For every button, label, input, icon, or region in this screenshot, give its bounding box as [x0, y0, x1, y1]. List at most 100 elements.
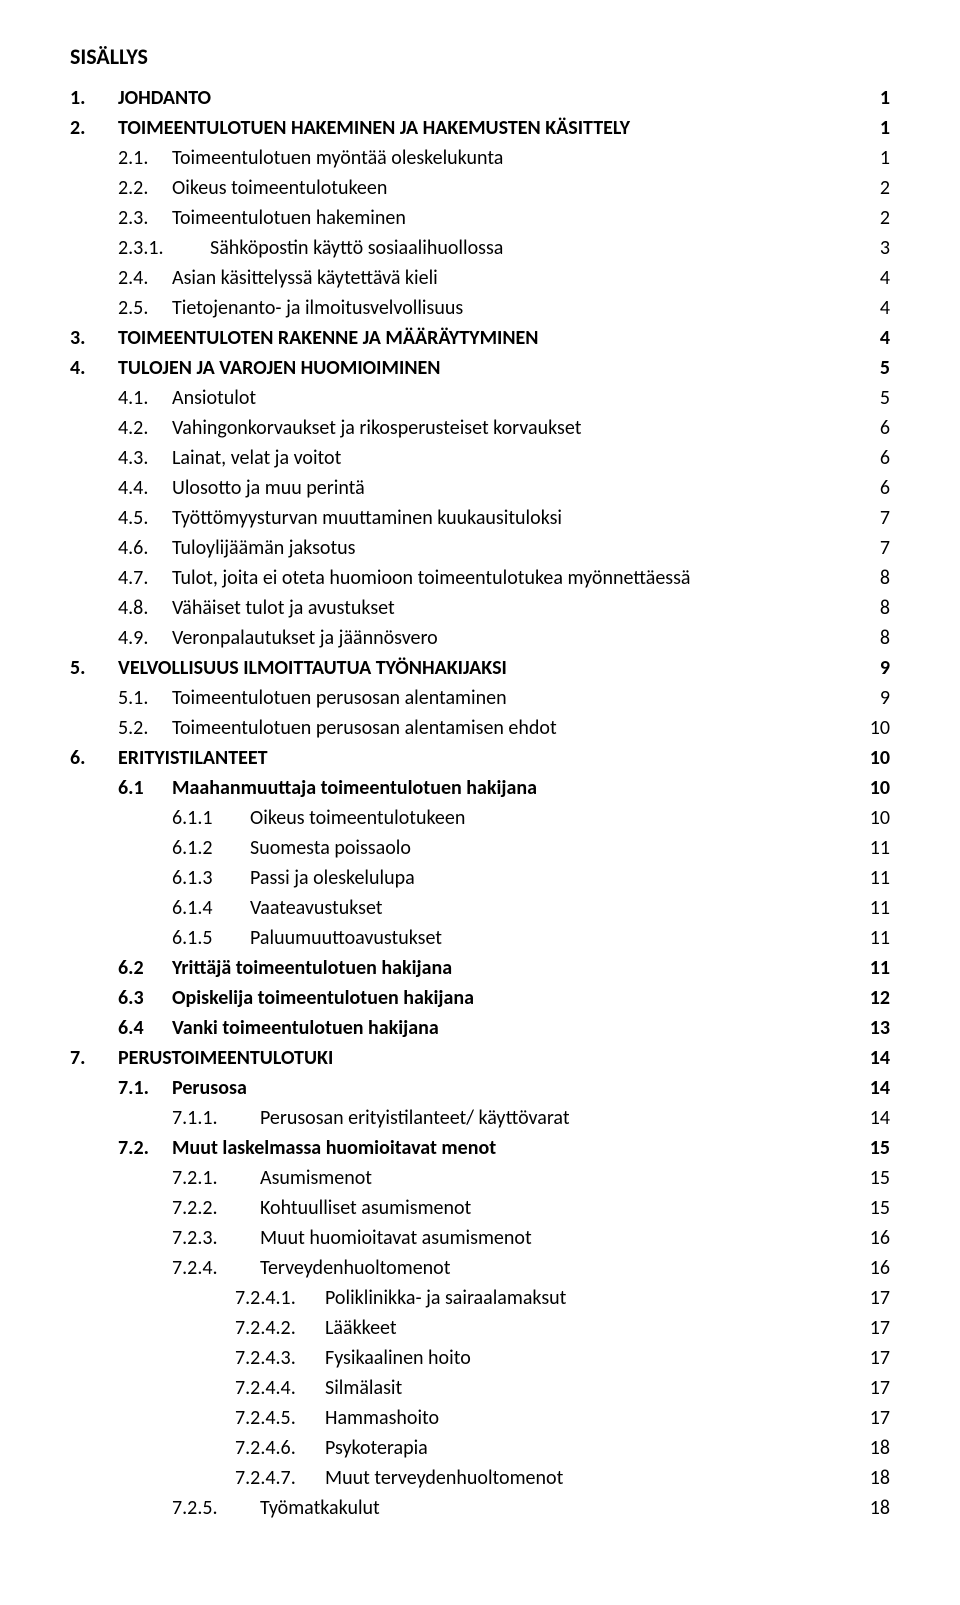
toc-row: 2.TOIMEENTULOTUEN HAKEMINEN JA HAKEMUSTE… — [70, 113, 890, 143]
toc-row: 4.5.Työttömyysturvan muuttaminen kuukaus… — [70, 503, 890, 533]
toc-page: 3 — [860, 233, 890, 263]
toc-row: 2.5.Tietojenanto- ja ilmoitusvelvollisuu… — [70, 293, 890, 323]
toc-label: Vahingonkorvaukset ja rikosperusteiset k… — [172, 413, 860, 443]
toc-row: 7.2.4.Terveydenhuoltomenot16 — [70, 1253, 890, 1283]
toc-number: 7.2.4.4. — [70, 1373, 325, 1403]
toc-row: 5.2.Toimeentulotuen perusosan alentamise… — [70, 713, 890, 743]
toc-page: 14 — [860, 1103, 890, 1133]
toc-row: 6.1Maahanmuuttaja toimeentulotuen hakija… — [70, 773, 890, 803]
toc-label: Työmatkakulut — [260, 1493, 860, 1523]
toc-row: 4.8.Vähäiset tulot ja avustukset8 — [70, 593, 890, 623]
toc-row: 2.4.Asian käsittelyssä käytettävä kieli4 — [70, 263, 890, 293]
toc-label: Terveydenhuoltomenot — [260, 1253, 860, 1283]
toc-page: 4 — [860, 263, 890, 293]
toc-label: Asian käsittelyssä käytettävä kieli — [172, 263, 860, 293]
toc-number: 5. — [70, 653, 118, 683]
toc-number: 6.4 — [70, 1013, 172, 1043]
toc-row: 6.3Opiskelija toimeentulotuen hakijana12 — [70, 983, 890, 1013]
toc-number: 6.1.2 — [70, 833, 250, 863]
toc-row: 7.2.4.3.Fysikaalinen hoito17 — [70, 1343, 890, 1373]
toc-number: 4.6. — [70, 533, 172, 563]
toc-label: JOHDANTO — [118, 83, 860, 113]
toc-page: 1 — [860, 83, 890, 113]
toc-number: 1. — [70, 83, 118, 113]
toc-number: 7.2.4.3. — [70, 1343, 325, 1373]
toc-number: 2.1. — [70, 143, 172, 173]
toc-number: 6. — [70, 743, 118, 773]
toc-number: 7.1.1. — [70, 1103, 260, 1133]
toc-label: Tuloylijäämän jaksotus — [172, 533, 860, 563]
toc-label: Paluumuuttoavustukset — [250, 923, 860, 953]
toc-row: 7.2.4.7.Muut terveydenhuoltomenot18 — [70, 1463, 890, 1493]
toc-page: 11 — [860, 923, 890, 953]
toc-label: Muut terveydenhuoltomenot — [325, 1463, 860, 1493]
toc-row: 4.9.Veronpalautukset ja jäännösvero8 — [70, 623, 890, 653]
toc-label: Vähäiset tulot ja avustukset — [172, 593, 860, 623]
toc-row: 5.1.Toimeentulotuen perusosan alentamine… — [70, 683, 890, 713]
table-of-contents: 1.JOHDANTO12.TOIMEENTULOTUEN HAKEMINEN J… — [70, 83, 890, 1523]
toc-row: 6.1.1Oikeus toimeentulotukeen10 — [70, 803, 890, 833]
toc-title: SISÄLLYS — [70, 40, 890, 73]
toc-page: 8 — [860, 623, 890, 653]
toc-label: Opiskelija toimeentulotuen hakijana — [172, 983, 860, 1013]
toc-label: Muut huomioitavat asumismenot — [260, 1223, 860, 1253]
toc-number: 3. — [70, 323, 118, 353]
toc-row: 7.2.4.2.Lääkkeet17 — [70, 1313, 890, 1343]
toc-row: 6.1.4Vaateavustukset11 — [70, 893, 890, 923]
toc-page: 11 — [860, 833, 890, 863]
toc-row: 7.2.4.4.Silmälasit17 — [70, 1373, 890, 1403]
toc-number: 6.1.1 — [70, 803, 250, 833]
toc-number: 7.2.5. — [70, 1493, 260, 1523]
toc-label: Fysikaalinen hoito — [325, 1343, 860, 1373]
toc-page: 9 — [860, 653, 890, 683]
toc-number: 4.5. — [70, 503, 172, 533]
toc-page: 6 — [860, 413, 890, 443]
toc-row: 4.6.Tuloylijäämän jaksotus7 — [70, 533, 890, 563]
toc-page: 10 — [860, 803, 890, 833]
toc-label: Silmälasit — [325, 1373, 860, 1403]
toc-row: 2.1.Toimeentulotuen myöntää oleskelukunt… — [70, 143, 890, 173]
toc-number: 4.9. — [70, 623, 172, 653]
toc-page: 14 — [860, 1073, 890, 1103]
toc-row: 4.4.Ulosotto ja muu perintä6 — [70, 473, 890, 503]
toc-row: 7.2.3.Muut huomioitavat asumismenot16 — [70, 1223, 890, 1253]
toc-label: Tulot, joita ei oteta huomioon toimeentu… — [172, 563, 860, 593]
toc-page: 17 — [860, 1403, 890, 1433]
toc-row: 5.VELVOLLISUUS ILMOITTAUTUA TYÖNHAKIJAKS… — [70, 653, 890, 683]
toc-page: 13 — [860, 1013, 890, 1043]
toc-page: 11 — [860, 953, 890, 983]
toc-page: 4 — [860, 323, 890, 353]
toc-page: 11 — [860, 863, 890, 893]
toc-number: 7. — [70, 1043, 118, 1073]
toc-number: 4. — [70, 353, 118, 383]
toc-row: 6.4Vanki toimeentulotuen hakijana13 — [70, 1013, 890, 1043]
toc-row: 7.1.1.Perusosan erityistilanteet/ käyttö… — [70, 1103, 890, 1133]
toc-page: 6 — [860, 473, 890, 503]
toc-number: 4.1. — [70, 383, 172, 413]
toc-number: 6.2 — [70, 953, 172, 983]
toc-page: 11 — [860, 893, 890, 923]
toc-number: 7.2.3. — [70, 1223, 260, 1253]
toc-number: 4.3. — [70, 443, 172, 473]
toc-page: 18 — [860, 1493, 890, 1523]
toc-row: 6.1.2Suomesta poissaolo11 — [70, 833, 890, 863]
toc-page: 9 — [860, 683, 890, 713]
toc-row: 6.1.3Passi ja oleskelulupa11 — [70, 863, 890, 893]
toc-page: 5 — [860, 353, 890, 383]
toc-label: Lääkkeet — [325, 1313, 860, 1343]
toc-label: Poliklinikka- ja sairaalamaksut — [325, 1283, 860, 1313]
toc-label: Psykoterapia — [325, 1433, 860, 1463]
toc-number: 6.1.4 — [70, 893, 250, 923]
toc-number: 7.2.4. — [70, 1253, 260, 1283]
toc-row: 4.2.Vahingonkorvaukset ja rikosperusteis… — [70, 413, 890, 443]
toc-row: 7.2.5.Työmatkakulut18 — [70, 1493, 890, 1523]
toc-page: 10 — [860, 773, 890, 803]
toc-label: Ansiotulot — [172, 383, 860, 413]
toc-row: 7.2.Muut laskelmassa huomioitavat menot1… — [70, 1133, 890, 1163]
toc-label: Lainat, velat ja voitot — [172, 443, 860, 473]
toc-row: 2.3.1.Sähköpostin käyttö sosiaalihuollos… — [70, 233, 890, 263]
toc-number: 2.3. — [70, 203, 172, 233]
toc-page: 15 — [860, 1133, 890, 1163]
toc-label: Toimeentulotuen perusosan alentamisen eh… — [172, 713, 860, 743]
toc-page: 10 — [860, 713, 890, 743]
